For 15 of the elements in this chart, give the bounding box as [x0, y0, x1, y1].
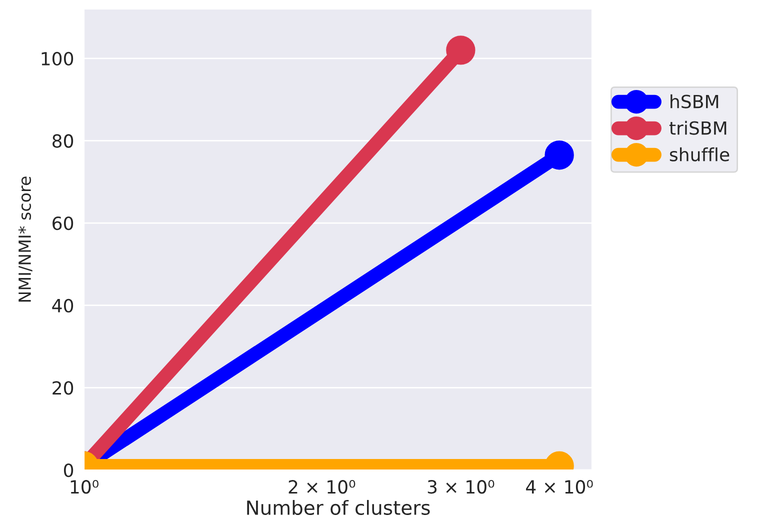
x-tick-label: 4 × 10⁰: [526, 480, 593, 494]
y-tick-label: 80: [52, 134, 74, 148]
x-tick-label: 10⁰: [70, 480, 98, 494]
x-axis-title: Number of clusters: [247, 500, 430, 516]
legend-label: triSBM: [669, 120, 726, 135]
y-axis-title: NMI/NMI* score: [18, 176, 32, 302]
y-tick-label: 60: [52, 216, 74, 230]
legend-label: shuffle: [670, 147, 730, 162]
y-tick-label: 0: [64, 463, 74, 478]
y-tick-label: 100: [42, 52, 74, 66]
y-tick-label: 20: [52, 381, 74, 395]
y-tick-label: 40: [52, 298, 74, 312]
x-tick-label: 2 × 10⁰: [288, 480, 356, 494]
legend-label: hSBM: [670, 94, 718, 108]
x-tick-label: 3 × 10⁰: [428, 480, 494, 494]
